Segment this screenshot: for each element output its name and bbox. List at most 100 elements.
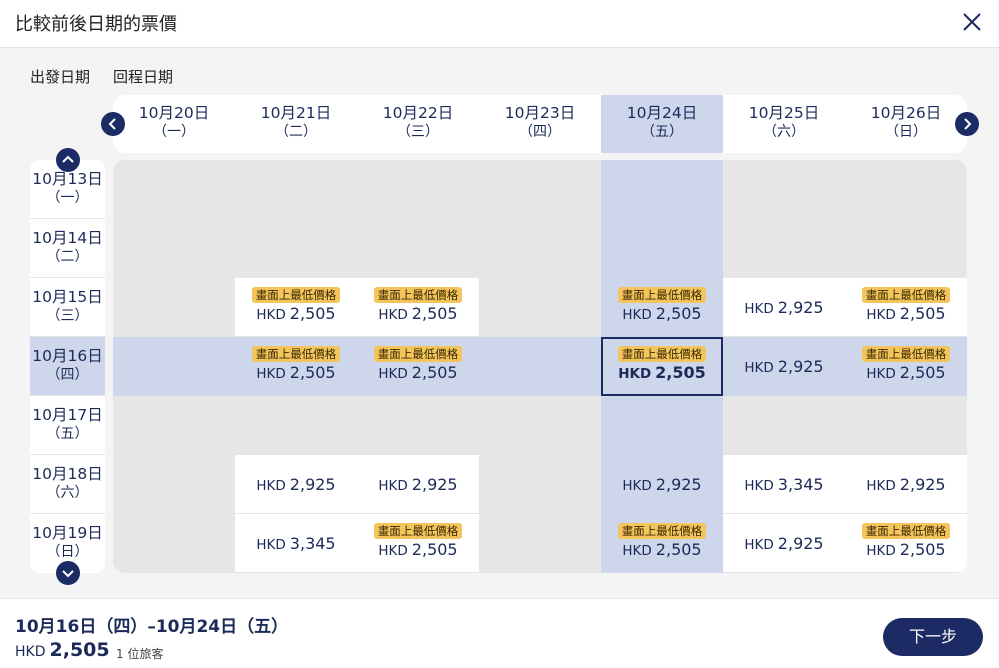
return-date: 10月18日	[32, 465, 103, 483]
fare-price: HKD 2,505	[845, 303, 967, 326]
fare-price: HKD 2,505	[603, 362, 721, 385]
fare-amount: 2,505	[899, 363, 946, 382]
fare-currency: HKD	[378, 307, 408, 323]
fare-amount: 3,345	[777, 475, 824, 494]
fare-price: HKD 2,505	[845, 362, 967, 385]
fare-amount: 2,925	[289, 475, 336, 494]
departure-weekday: （三）	[397, 124, 439, 140]
next-button[interactable]: 下一步	[883, 618, 983, 656]
passenger-count: 1 位旅客	[116, 647, 164, 661]
fare-cell[interactable]: 畫面上最低價格 HKD 2,505	[235, 337, 357, 396]
fare-currency: HKD	[622, 307, 652, 323]
fare-currency: HKD	[866, 543, 896, 559]
fare-currency: HKD	[744, 537, 774, 553]
return-date-option[interactable]: 10月17日 （五）	[30, 396, 105, 455]
fare-currency: HKD	[378, 543, 408, 559]
return-date-option[interactable]: 10月18日 （六）	[30, 455, 105, 514]
chevron-down-icon	[62, 570, 74, 578]
fare-cell[interactable]: HKD 2,925	[601, 455, 723, 514]
return-weekday: （五）	[46, 426, 89, 442]
departure-date-option[interactable]: 10月25日 （六）	[723, 95, 845, 153]
departure-weekday: （六）	[763, 124, 805, 140]
fare-amount: 2,925	[899, 475, 946, 494]
fare-amount: 2,505	[411, 363, 458, 382]
fare-cell[interactable]: 畫面上最低價格 HKD 2,505	[601, 514, 723, 573]
lowest-price-badge: 畫面上最低價格	[861, 287, 951, 303]
fare-cell[interactable]: 畫面上最低價格 HKD 2,505	[235, 278, 357, 337]
fare-cell[interactable]: 畫面上最低價格 HKD 2,505	[601, 337, 723, 396]
selected-fare: HKD 2,505	[15, 639, 110, 661]
prev-dates-button[interactable]	[101, 112, 125, 136]
fare-cell[interactable]: 畫面上最低價格 HKD 2,505	[845, 514, 967, 573]
fare-price: HKD 2,925	[723, 278, 845, 339]
chevron-right-icon	[964, 118, 972, 130]
unavailable-cell	[113, 337, 235, 396]
fare-cell[interactable]: 畫面上最低價格 HKD 2,505	[357, 337, 479, 396]
next-dates-button[interactable]	[955, 112, 979, 136]
fare-cell[interactable]: HKD 2,925	[357, 455, 479, 514]
departure-weekday: （二）	[275, 124, 317, 140]
lowest-price-badge: 畫面上最低價格	[617, 287, 707, 303]
fare-currency: HKD	[256, 478, 286, 494]
return-weekday: （四）	[46, 367, 89, 383]
fare-price: HKD 2,925	[601, 455, 723, 516]
fare-cell[interactable]: HKD 2,925	[723, 514, 845, 573]
fare-amount: 2,925	[411, 475, 458, 494]
fare-price: HKD 2,925	[723, 514, 845, 573]
fare-cell[interactable]: HKD 3,345	[723, 455, 845, 514]
fare-cell[interactable]: HKD 3,345	[235, 514, 357, 573]
fare-price: HKD 2,505	[601, 539, 723, 562]
fare-price: HKD 2,925	[235, 455, 357, 516]
departure-date: 10月23日	[504, 104, 576, 122]
fare-cell[interactable]: 畫面上最低價格 HKD 2,505	[357, 514, 479, 573]
fare-amount: 2,505	[411, 540, 458, 559]
departure-date-option[interactable]: 10月24日 （五）	[601, 95, 723, 153]
fare-price: HKD 3,345	[235, 514, 357, 573]
fare-cell[interactable]: HKD 2,925	[723, 337, 845, 396]
departure-date-option[interactable]: 10月22日 （三）	[357, 95, 479, 153]
lowest-price-badge: 畫面上最低價格	[617, 523, 707, 539]
fare-currency: HKD	[622, 543, 652, 559]
fare-cell[interactable]: HKD 2,925	[845, 455, 967, 514]
fare-amount: 2,925	[777, 298, 824, 317]
departure-date-option[interactable]: 10月23日 （四）	[479, 95, 601, 153]
fare-amount: 2,505	[655, 540, 702, 559]
close-icon[interactable]	[958, 8, 986, 36]
fare-cell[interactable]: HKD 2,925	[235, 455, 357, 514]
return-date-option[interactable]: 10月14日 （二）	[30, 219, 105, 278]
dialog-header: 比較前後日期的票價	[0, 0, 999, 48]
lowest-price-badge: 畫面上最低價格	[373, 287, 463, 303]
return-date-option[interactable]: 10月16日 （四）	[30, 337, 105, 396]
selected-dates: 10月16日（四）–10月24日（五）	[15, 617, 289, 637]
return-date-option[interactable]: 10月19日 （日）	[30, 514, 105, 573]
departure-date: 10月22日	[382, 104, 454, 122]
fare-cell[interactable]: 畫面上最低價格 HKD 2,505	[601, 278, 723, 337]
fare-currency: HKD	[256, 366, 286, 382]
lowest-price-badge: 畫面上最低價格	[373, 346, 463, 362]
fare-cell[interactable]: HKD 2,925	[723, 278, 845, 337]
lowest-price-badge: 畫面上最低價格	[861, 346, 951, 362]
fare-amount: 2,925	[777, 534, 824, 553]
fare-amount: 2,505	[899, 304, 946, 323]
unavailable-cell	[601, 396, 723, 455]
return-weekday: （一）	[46, 190, 89, 206]
fare-currency: HKD	[622, 478, 652, 494]
return-date: 10月19日	[32, 524, 103, 542]
departure-weekday: （五）	[641, 124, 683, 140]
fare-currency: HKD	[866, 307, 896, 323]
return-date-option[interactable]: 10月15日 （三）	[30, 278, 105, 337]
departure-date-option[interactable]: 10月21日 （二）	[235, 95, 357, 153]
fare-price: HKD 2,505	[357, 539, 479, 562]
fare-cell[interactable]: 畫面上最低價格 HKD 2,505	[845, 337, 967, 396]
unavailable-cell	[601, 160, 723, 219]
next-return-dates-button[interactable]	[56, 561, 80, 585]
fare-cell[interactable]: 畫面上最低價格 HKD 2,505	[357, 278, 479, 337]
fare-cell[interactable]: 畫面上最低價格 HKD 2,505	[845, 278, 967, 337]
return-weekday: （二）	[46, 249, 89, 265]
departure-date-option[interactable]: 10月20日 （一）	[113, 95, 235, 153]
return-date-option[interactable]: 10月13日 （一）	[30, 160, 105, 219]
departure-date-option[interactable]: 10月26日 （日）	[845, 95, 967, 153]
prev-return-dates-button[interactable]	[56, 148, 80, 172]
departure-weekday: （一）	[153, 124, 195, 140]
fare-currency: HKD	[378, 366, 408, 382]
